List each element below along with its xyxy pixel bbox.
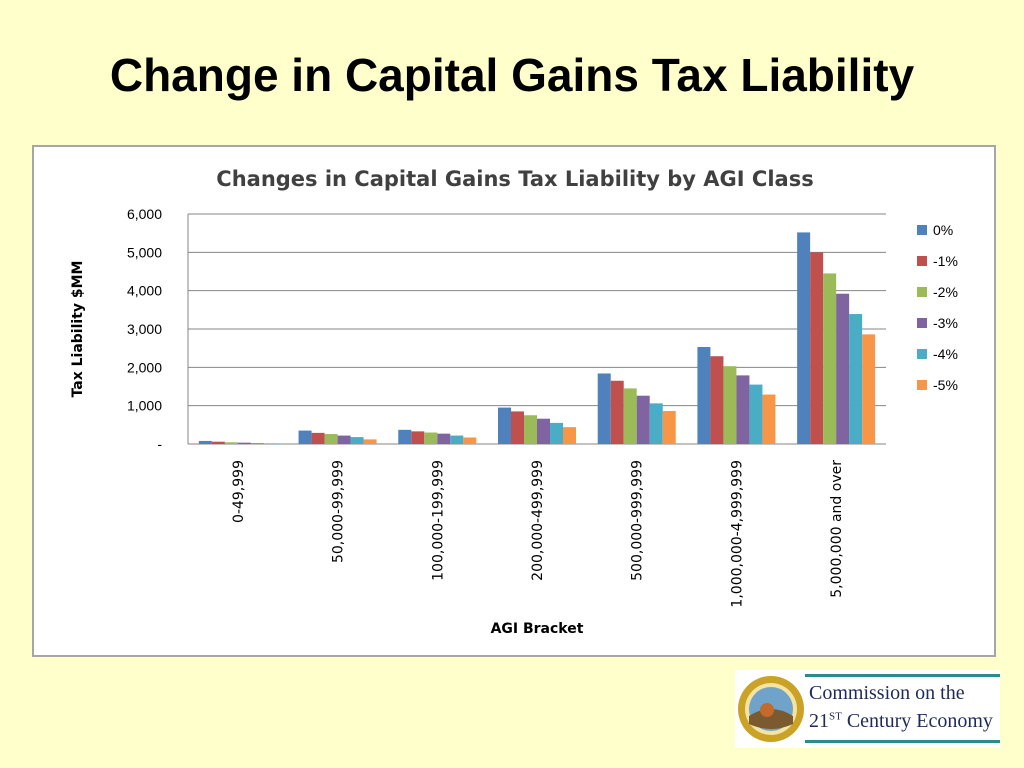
bar [198,440,212,444]
logo-line-2-suffix: Century Economy [841,710,993,732]
bar [749,384,763,444]
chart-frame: Changes in Capital Gains Tax Liability b… [32,145,996,657]
y-axis-title: Tax Liability $MM [70,261,86,398]
legend-label: 0% [933,222,953,238]
logo-line-2-prefix: 21 [809,710,829,732]
commission-logo: Commission on the 21ST Century Economy [735,670,1000,748]
bar [610,380,624,444]
bar [723,366,737,444]
legend-swatch [917,225,927,235]
bar [437,433,451,444]
bar [736,375,750,444]
bar [450,435,464,444]
bar [224,442,238,444]
legend-swatch [917,256,927,266]
bar [298,430,312,444]
bar [836,293,850,444]
bar [849,314,863,444]
y-tick-label: 2,000 [127,359,162,375]
logo-line-2: 21ST Century Economy [809,710,993,733]
logo-rule-top [805,674,1000,677]
chart-title: Changes in Capital Gains Tax Liability b… [216,167,813,191]
bar [623,388,637,444]
bar [810,252,824,444]
bar [511,411,524,444]
bar [337,435,351,444]
y-tick-label: 4,000 [127,283,162,299]
slide-title: Change in Capital Gains Tax Liability [109,49,915,101]
legend-swatch [917,380,927,390]
bar [697,347,711,444]
bar [597,373,611,444]
y-tick-label: 6,000 [127,206,162,222]
legend-label: -4% [933,346,958,362]
y-tick-label: 5,000 [127,244,162,260]
logo-rule-bottom [805,740,1000,743]
bar [363,439,377,444]
bar [823,273,837,444]
bar [524,415,537,444]
legend-swatch [917,349,927,359]
bar [250,443,264,444]
x-tick-label: 100,000-199,999 [430,460,446,581]
bar [498,407,511,444]
legend-label: -5% [933,377,958,393]
bar [862,334,876,444]
bar-chart: Changes in Capital Gains Tax Liability b… [70,167,958,637]
x-tick-label: 1,000,000-4,999,999 [729,460,745,608]
bar [350,437,364,444]
bar [324,434,338,444]
bar [311,432,325,444]
bar [398,429,412,444]
x-tick-label: 50,000-99,999 [331,460,347,563]
bar [463,437,477,444]
y-tick-label: 1,000 [127,398,162,414]
x-tick-label: 5,000,000 and over [829,460,845,598]
logo-line-1: Commission on the [809,682,965,704]
bar [550,422,563,444]
x-tick-label: 500,000-999,999 [630,460,646,581]
bar [263,443,277,444]
bar [797,232,811,444]
y-tick-label: - [157,436,162,452]
bar [563,427,576,444]
bar [649,403,663,444]
x-tick-label: 200,000-499,999 [530,460,546,581]
legend-label: -1% [933,253,958,269]
bar [636,395,650,444]
bar [424,432,438,444]
bar [211,441,225,444]
x-axis-title: AGI Bracket [491,621,584,637]
logo-line-2-sup: ST [829,710,842,723]
x-tick-label: 0-49,999 [231,460,247,523]
legend-label: -2% [933,284,958,300]
bar [537,418,550,444]
california-seal-icon [738,676,804,742]
bar [411,431,425,444]
legend-swatch [917,318,927,328]
legend-label: -3% [933,315,958,331]
y-tick-label: 3,000 [127,321,162,337]
bar [762,394,776,444]
bar [662,411,676,444]
bar [710,356,724,444]
legend-swatch [917,287,927,297]
bar [237,442,251,444]
